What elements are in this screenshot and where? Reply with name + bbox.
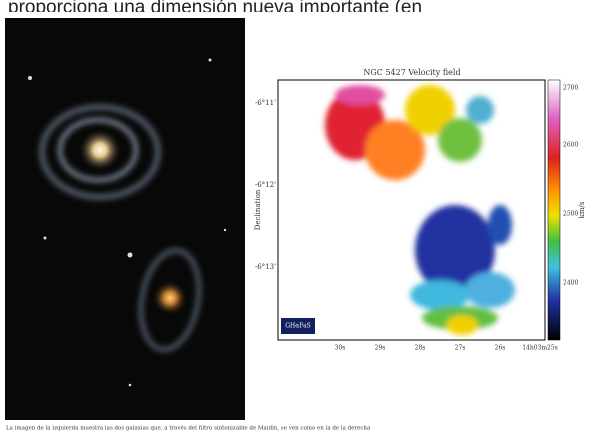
colorbar-tick: 2400 bbox=[563, 280, 578, 287]
badge: GHαFaS bbox=[285, 323, 311, 330]
colorbar bbox=[548, 80, 560, 340]
x-tick-label: 27s bbox=[455, 345, 466, 352]
x-tick-label: 28s bbox=[415, 345, 426, 352]
x-tick-label: 30s bbox=[335, 345, 346, 352]
page: {"header": {"cutoff_text": "proporciona … bbox=[0, 0, 592, 434]
y-axis-label: Declination bbox=[254, 189, 262, 230]
chart-title: NGC 5427 Velocity field bbox=[363, 68, 460, 77]
colorbar-tick: 2600 bbox=[563, 142, 578, 149]
cutoff-text: proporciona una dimensión nueva importan… bbox=[8, 0, 422, 18]
x-tick-label: 26s bbox=[495, 345, 506, 352]
y-tick-label: -6°11' bbox=[255, 99, 276, 107]
velocity-chart: NGC 5427 Velocity field Declination GHαF… bbox=[254, 68, 586, 352]
colorbar-tick: 2700 bbox=[563, 85, 578, 92]
galaxy-photo bbox=[5, 18, 245, 420]
document: proporciona una dimensión nueva importan… bbox=[0, 0, 592, 434]
x-tick-label: 14h03m25s bbox=[522, 345, 558, 352]
colorbar-tick: 2500 bbox=[563, 211, 578, 218]
colorbar-label: km/s bbox=[578, 201, 586, 218]
x-tick-label: 29s bbox=[375, 345, 386, 352]
y-tick-label: -6°13' bbox=[255, 263, 276, 271]
y-tick-label: -6°12' bbox=[255, 181, 276, 189]
caption: La imagen de la izquierda muestra las do… bbox=[6, 425, 371, 432]
